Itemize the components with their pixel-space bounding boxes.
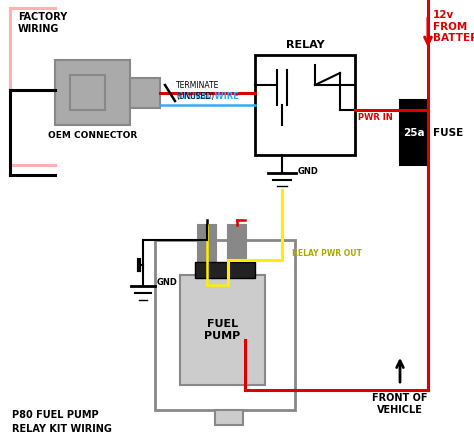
- Bar: [155, 240, 295, 410]
- Text: GND: GND: [298, 167, 319, 176]
- Text: FUEL
PUMP: FUEL PUMP: [204, 319, 241, 341]
- Text: FACTORY
WIRING: FACTORY WIRING: [18, 12, 67, 33]
- Text: RELAY PWR OUT: RELAY PWR OUT: [292, 249, 362, 258]
- Bar: [195, 262, 255, 278]
- Text: SIGNAL WIRE: SIGNAL WIRE: [176, 92, 238, 101]
- Bar: [228, 225, 246, 270]
- Bar: [215, 410, 243, 425]
- Text: 12v
FROM
BATTERY: 12v FROM BATTERY: [433, 10, 474, 43]
- Bar: [400, 100, 428, 165]
- Text: TERMINATE
(UNUSED): TERMINATE (UNUSED): [176, 81, 219, 101]
- Text: OEM CONNECTOR: OEM CONNECTOR: [48, 131, 137, 140]
- Bar: [55, 60, 130, 125]
- Bar: [255, 55, 355, 155]
- Text: GND: GND: [157, 278, 178, 287]
- Text: P80 FUEL PUMP
RELAY KIT WIRING: P80 FUEL PUMP RELAY KIT WIRING: [12, 410, 112, 434]
- Text: 25a: 25a: [403, 128, 425, 137]
- Text: PWR IN: PWR IN: [358, 113, 393, 122]
- Text: RELAY: RELAY: [286, 40, 324, 50]
- Text: FRONT OF
VEHICLE: FRONT OF VEHICLE: [372, 393, 428, 415]
- Bar: [70, 75, 105, 110]
- Bar: [180, 275, 265, 385]
- Bar: [198, 225, 216, 270]
- Bar: [130, 78, 160, 108]
- Text: FUSE: FUSE: [433, 128, 463, 137]
